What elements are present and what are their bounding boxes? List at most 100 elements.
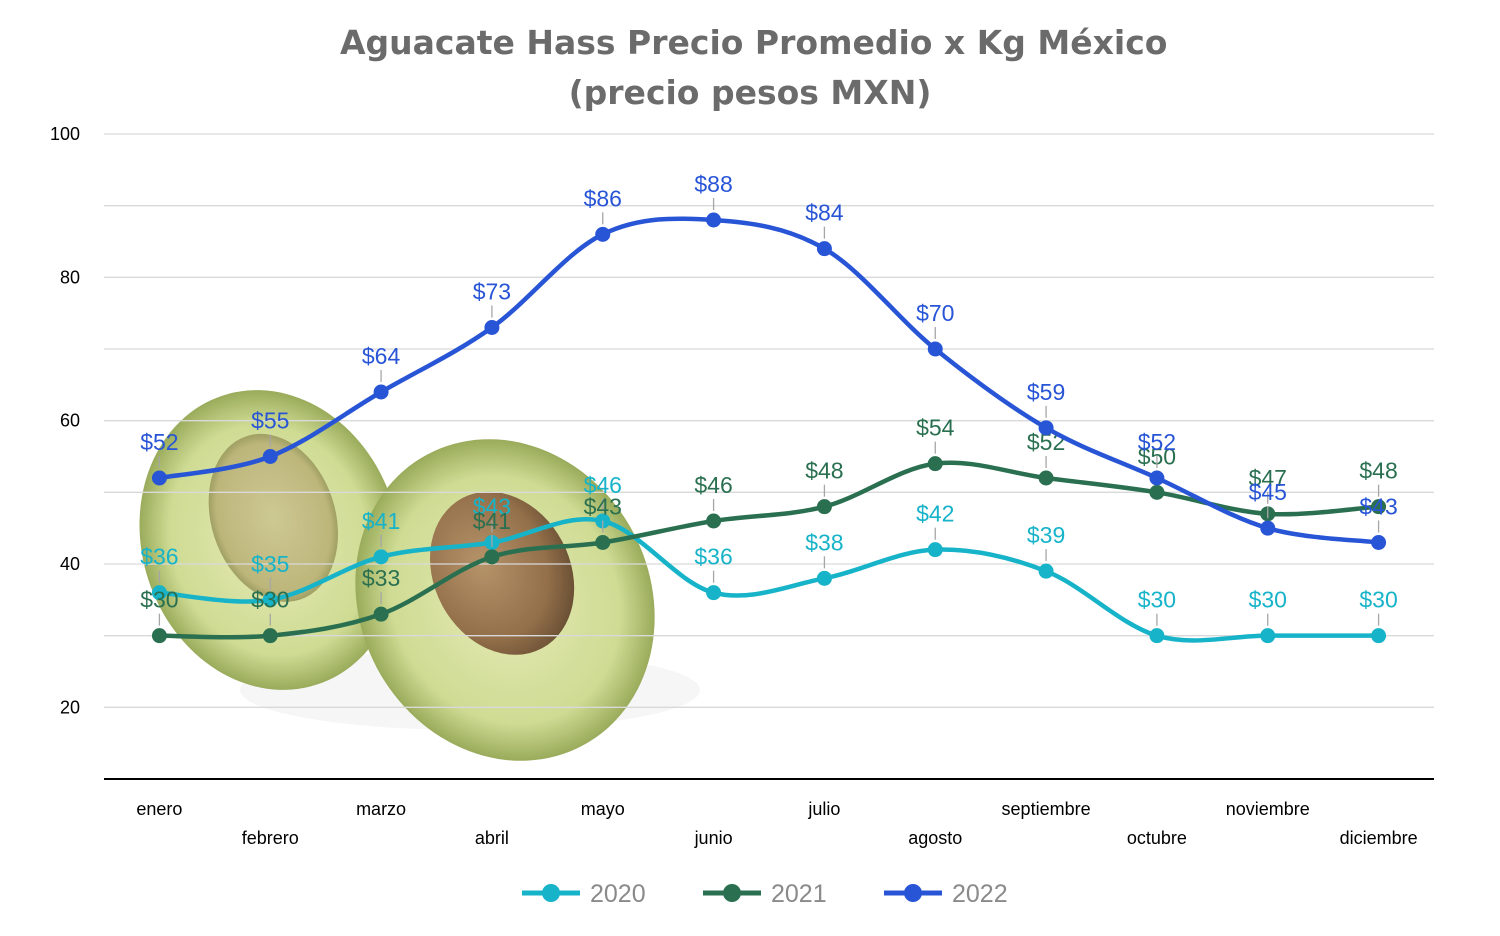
data-point-2021 <box>262 628 278 644</box>
data-point-2020 <box>262 592 278 608</box>
data-point-2020 <box>1371 628 1387 644</box>
data-label-2020: $38 <box>805 529 843 555</box>
data-point-2021 <box>484 549 500 565</box>
data-point-2020 <box>1149 628 1165 644</box>
series-2022: $52 $55 $64 $73 $86 $88 $84 $70 $59 $52 $45 $43 <box>140 171 1398 550</box>
data-point-2022 <box>595 226 611 242</box>
data-label-2020: $39 <box>1027 522 1065 548</box>
data-point-2020 <box>927 542 943 558</box>
y-tick-label: 60 <box>60 411 80 431</box>
legend-swatch-marker <box>904 884 922 902</box>
data-point-2022 <box>484 320 500 335</box>
data-point-2022 <box>262 449 278 464</box>
data-label-2021: $48 <box>805 458 843 484</box>
avocado-illustration <box>139 390 700 761</box>
data-label-2021: $48 <box>1359 458 1397 484</box>
gridlines <box>104 133 1434 708</box>
x-tick-label: febrero <box>242 828 299 848</box>
data-label-2022: $88 <box>694 171 732 197</box>
data-label-2020: $41 <box>362 508 400 534</box>
y-tick-label: 20 <box>60 697 80 717</box>
x-tick-label: mayo <box>581 799 625 819</box>
data-label-2020: $46 <box>584 472 622 498</box>
data-label-2021: $30 <box>140 587 178 613</box>
data-label-2020: $36 <box>140 544 178 570</box>
y-tick-label: 80 <box>60 267 80 287</box>
x-tick-label: marzo <box>356 799 406 819</box>
data-point-2022 <box>1260 520 1276 536</box>
y-tick-label: 40 <box>60 554 80 574</box>
data-label-2020: $43 <box>473 494 511 520</box>
data-label-2022: $84 <box>805 200 844 226</box>
data-point-2020 <box>373 549 389 565</box>
legend-label: 2022 <box>952 880 1008 908</box>
chart-title: Aguacate Hass Precio Promedio x Kg Méxic… <box>340 23 1168 62</box>
series-2020: $36 $35$41$43$46$36$38$42$39$30 $30 $30 <box>140 472 1398 644</box>
data-label-2021: $43 <box>584 494 622 520</box>
avocado-pit <box>430 491 575 655</box>
x-tick-label: abril <box>475 828 509 848</box>
chart-title-block: Aguacate Hass Precio Promedio x Kg Méxic… <box>340 18 1168 118</box>
data-label-2020: $42 <box>916 501 954 527</box>
data-label-2022: $43 <box>1359 494 1397 520</box>
data-point-2021 <box>706 513 722 529</box>
data-label-2022: $73 <box>473 279 511 305</box>
legend-swatch-marker <box>542 884 560 902</box>
data-point-2020 <box>1260 628 1276 644</box>
data-point-2022 <box>373 384 389 400</box>
x-tick-label: octubre <box>1127 828 1187 848</box>
x-tick-label: agosto <box>908 828 962 848</box>
data-label-2020: $30 <box>1249 587 1287 613</box>
data-label-2022: $64 <box>362 343 401 369</box>
x-tick-label: julio <box>807 799 840 819</box>
x-tick-label: diciembre <box>1340 828 1418 848</box>
series-line-2021 <box>157 460 1381 640</box>
legend-item-2021: 2021 <box>703 880 827 908</box>
data-point-2022 <box>1149 470 1165 486</box>
data-label-2022: $55 <box>251 408 289 434</box>
data-point-2021 <box>151 628 167 644</box>
data-point-2021 <box>1038 470 1054 486</box>
x-tick-label: enero <box>136 799 182 819</box>
data-point-2020 <box>1038 563 1054 579</box>
avocado-left-hole <box>208 433 339 602</box>
data-point-2020 <box>706 585 722 601</box>
x-tick-label: noviembre <box>1226 799 1310 819</box>
data-label-2020: $30 <box>1138 587 1176 613</box>
series-layer: $36 $35$41$43$46$36$38$42$39$30 $30 $30$30 $… <box>140 171 1398 644</box>
data-label-2021: $33 <box>362 565 400 591</box>
data-point-2022 <box>816 241 832 257</box>
data-label-2021: $41 <box>473 508 511 534</box>
data-point-2021 <box>1149 484 1165 500</box>
data-point-2022 <box>706 212 722 228</box>
legend-item-2020: 2020 <box>522 880 646 908</box>
data-label-2021: $54 <box>916 415 955 441</box>
x-tick-label: junio <box>694 828 733 848</box>
data-point-2022 <box>1371 535 1387 550</box>
y-axis-ticks: 20 40 60 80 100 <box>50 124 80 717</box>
legend-label: 2021 <box>771 880 827 908</box>
legend-label: 2020 <box>590 880 646 908</box>
data-point-2021 <box>373 606 389 622</box>
data-label-2022: $52 <box>1138 429 1176 455</box>
chart-subtitle: (precio pesos MXN) <box>568 73 932 112</box>
data-label-2021: $46 <box>694 472 732 498</box>
data-label-2020: $35 <box>251 551 289 577</box>
data-point-2020 <box>151 585 167 601</box>
legend: 2020 2021 2022 <box>522 880 1008 908</box>
avocado-half-left <box>139 390 401 690</box>
data-point-2022 <box>1038 420 1054 436</box>
data-label-2022: $70 <box>916 300 954 326</box>
x-tick-label: septiembre <box>1002 799 1091 819</box>
x-axis: enero febrero marzo abril mayo junio julio agos… <box>104 778 1434 848</box>
data-point-2021 <box>1371 499 1387 515</box>
data-label-2022: $45 <box>1249 479 1287 505</box>
data-label-2021: $47 <box>1249 465 1287 491</box>
data-label-2022: $59 <box>1027 379 1065 405</box>
data-label-2022: $86 <box>584 185 622 211</box>
data-point-2021 <box>816 499 832 515</box>
data-point-2020 <box>816 570 832 586</box>
y-tick-label: 100 <box>50 124 80 144</box>
